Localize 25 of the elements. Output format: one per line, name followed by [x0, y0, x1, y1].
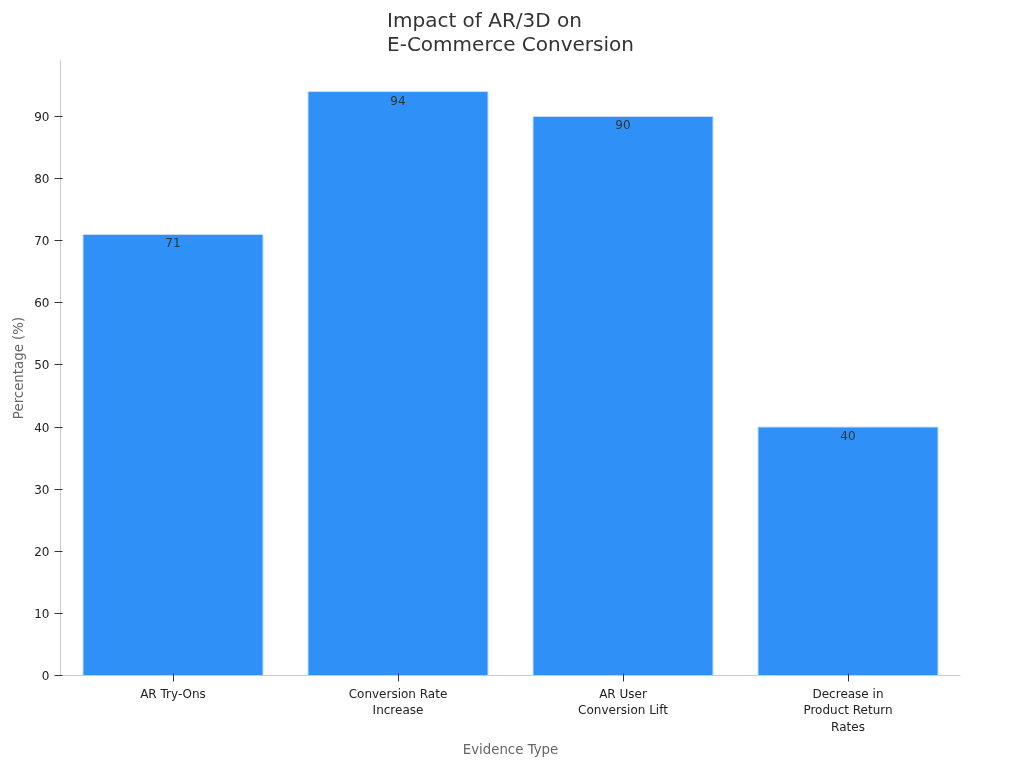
x-axis-title: Evidence Type: [462, 742, 559, 758]
y-tick-label: 50: [34, 358, 50, 373]
x-tick-label: AR User Conversion Lift: [578, 686, 669, 718]
data-label: 90: [615, 118, 631, 133]
bar: [307, 91, 489, 676]
y-tick-label: 70: [34, 234, 50, 249]
y-tick-label: 20: [34, 544, 50, 559]
y-axis-title: Percentage (%): [11, 316, 27, 420]
x-tick-label: Conversion Rate Increase: [348, 686, 448, 718]
chart-title: Impact of AR/3D on E-Commerce Conversion: [387, 7, 634, 56]
y-tick-label: 80: [34, 172, 50, 187]
y-tick-label: 60: [34, 296, 50, 311]
y-tick-label: 40: [34, 420, 50, 435]
x-tick-label: AR Try-Ons: [140, 686, 206, 701]
bar: [82, 233, 264, 676]
data-label: 71: [165, 236, 181, 251]
y-tick-label: 30: [34, 482, 50, 497]
y-tick-label: 10: [34, 606, 50, 621]
bar: [757, 426, 939, 676]
y-tick-label: 90: [34, 109, 50, 124]
y-tick-label: 0: [41, 669, 50, 683]
data-label: 40: [840, 429, 856, 444]
bar: [532, 115, 714, 676]
data-label: 94: [390, 93, 406, 108]
x-tick-label: Decrease in Product Return Rates: [803, 686, 893, 735]
